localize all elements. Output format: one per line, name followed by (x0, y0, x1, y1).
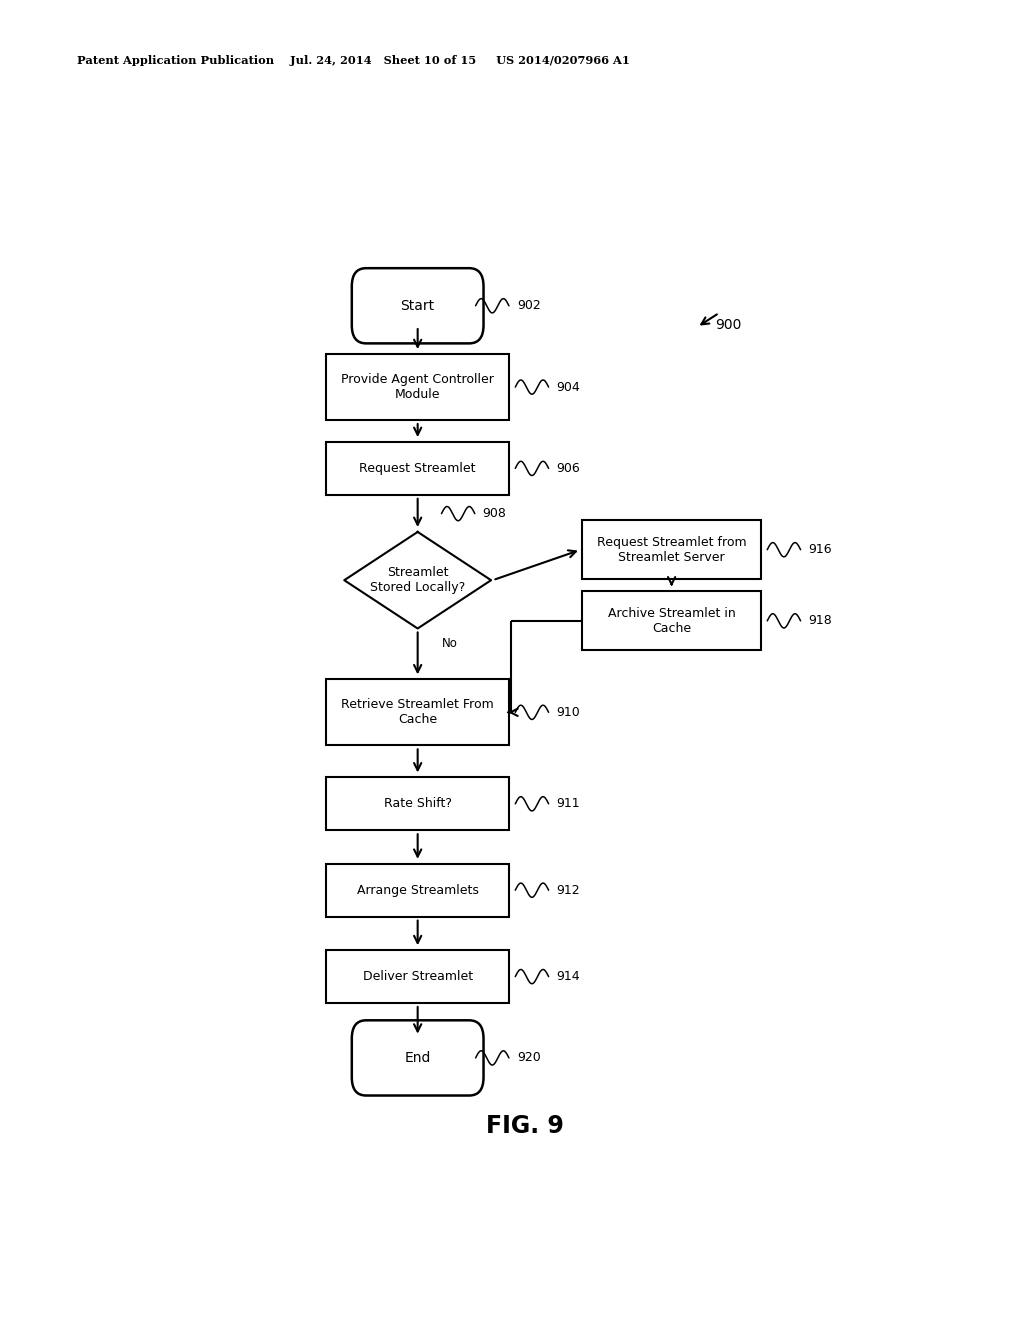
FancyBboxPatch shape (583, 520, 761, 579)
Text: Archive Streamlet in
Cache: Archive Streamlet in Cache (607, 607, 735, 635)
Text: Request Streamlet: Request Streamlet (359, 462, 476, 475)
Text: 914: 914 (557, 970, 581, 983)
Text: Provide Agent Controller
Module: Provide Agent Controller Module (341, 374, 495, 401)
Polygon shape (344, 532, 492, 628)
FancyBboxPatch shape (327, 680, 509, 746)
Text: Deliver Streamlet: Deliver Streamlet (362, 970, 473, 983)
FancyBboxPatch shape (352, 1020, 483, 1096)
FancyBboxPatch shape (352, 268, 483, 343)
Text: 918: 918 (809, 614, 833, 627)
Text: 916: 916 (809, 544, 833, 556)
Text: 900: 900 (715, 318, 741, 333)
FancyBboxPatch shape (327, 863, 509, 916)
Text: 906: 906 (557, 462, 581, 475)
FancyBboxPatch shape (327, 354, 509, 420)
Text: Arrange Streamlets: Arrange Streamlets (356, 883, 478, 896)
Text: 920: 920 (517, 1052, 541, 1064)
FancyBboxPatch shape (583, 591, 761, 651)
Text: End: End (404, 1051, 431, 1065)
Text: 904: 904 (557, 380, 581, 393)
FancyBboxPatch shape (327, 950, 509, 1003)
Text: Patent Application Publication    Jul. 24, 2014   Sheet 10 of 15     US 2014/020: Patent Application Publication Jul. 24, … (77, 55, 630, 66)
Text: Rate Shift?: Rate Shift? (384, 797, 452, 810)
Text: 908: 908 (482, 507, 507, 520)
Text: Request Streamlet from
Streamlet Server: Request Streamlet from Streamlet Server (597, 536, 746, 564)
Text: 911: 911 (557, 797, 581, 810)
Text: No: No (441, 636, 458, 649)
FancyBboxPatch shape (327, 442, 509, 495)
Text: Retrieve Streamlet From
Cache: Retrieve Streamlet From Cache (341, 698, 494, 726)
Text: 902: 902 (517, 300, 541, 313)
Text: 912: 912 (557, 883, 581, 896)
Text: Streamlet
Stored Locally?: Streamlet Stored Locally? (370, 566, 465, 594)
FancyBboxPatch shape (327, 777, 509, 830)
Text: 910: 910 (557, 706, 581, 719)
Text: Start: Start (400, 298, 435, 313)
Text: FIG. 9: FIG. 9 (485, 1114, 564, 1138)
